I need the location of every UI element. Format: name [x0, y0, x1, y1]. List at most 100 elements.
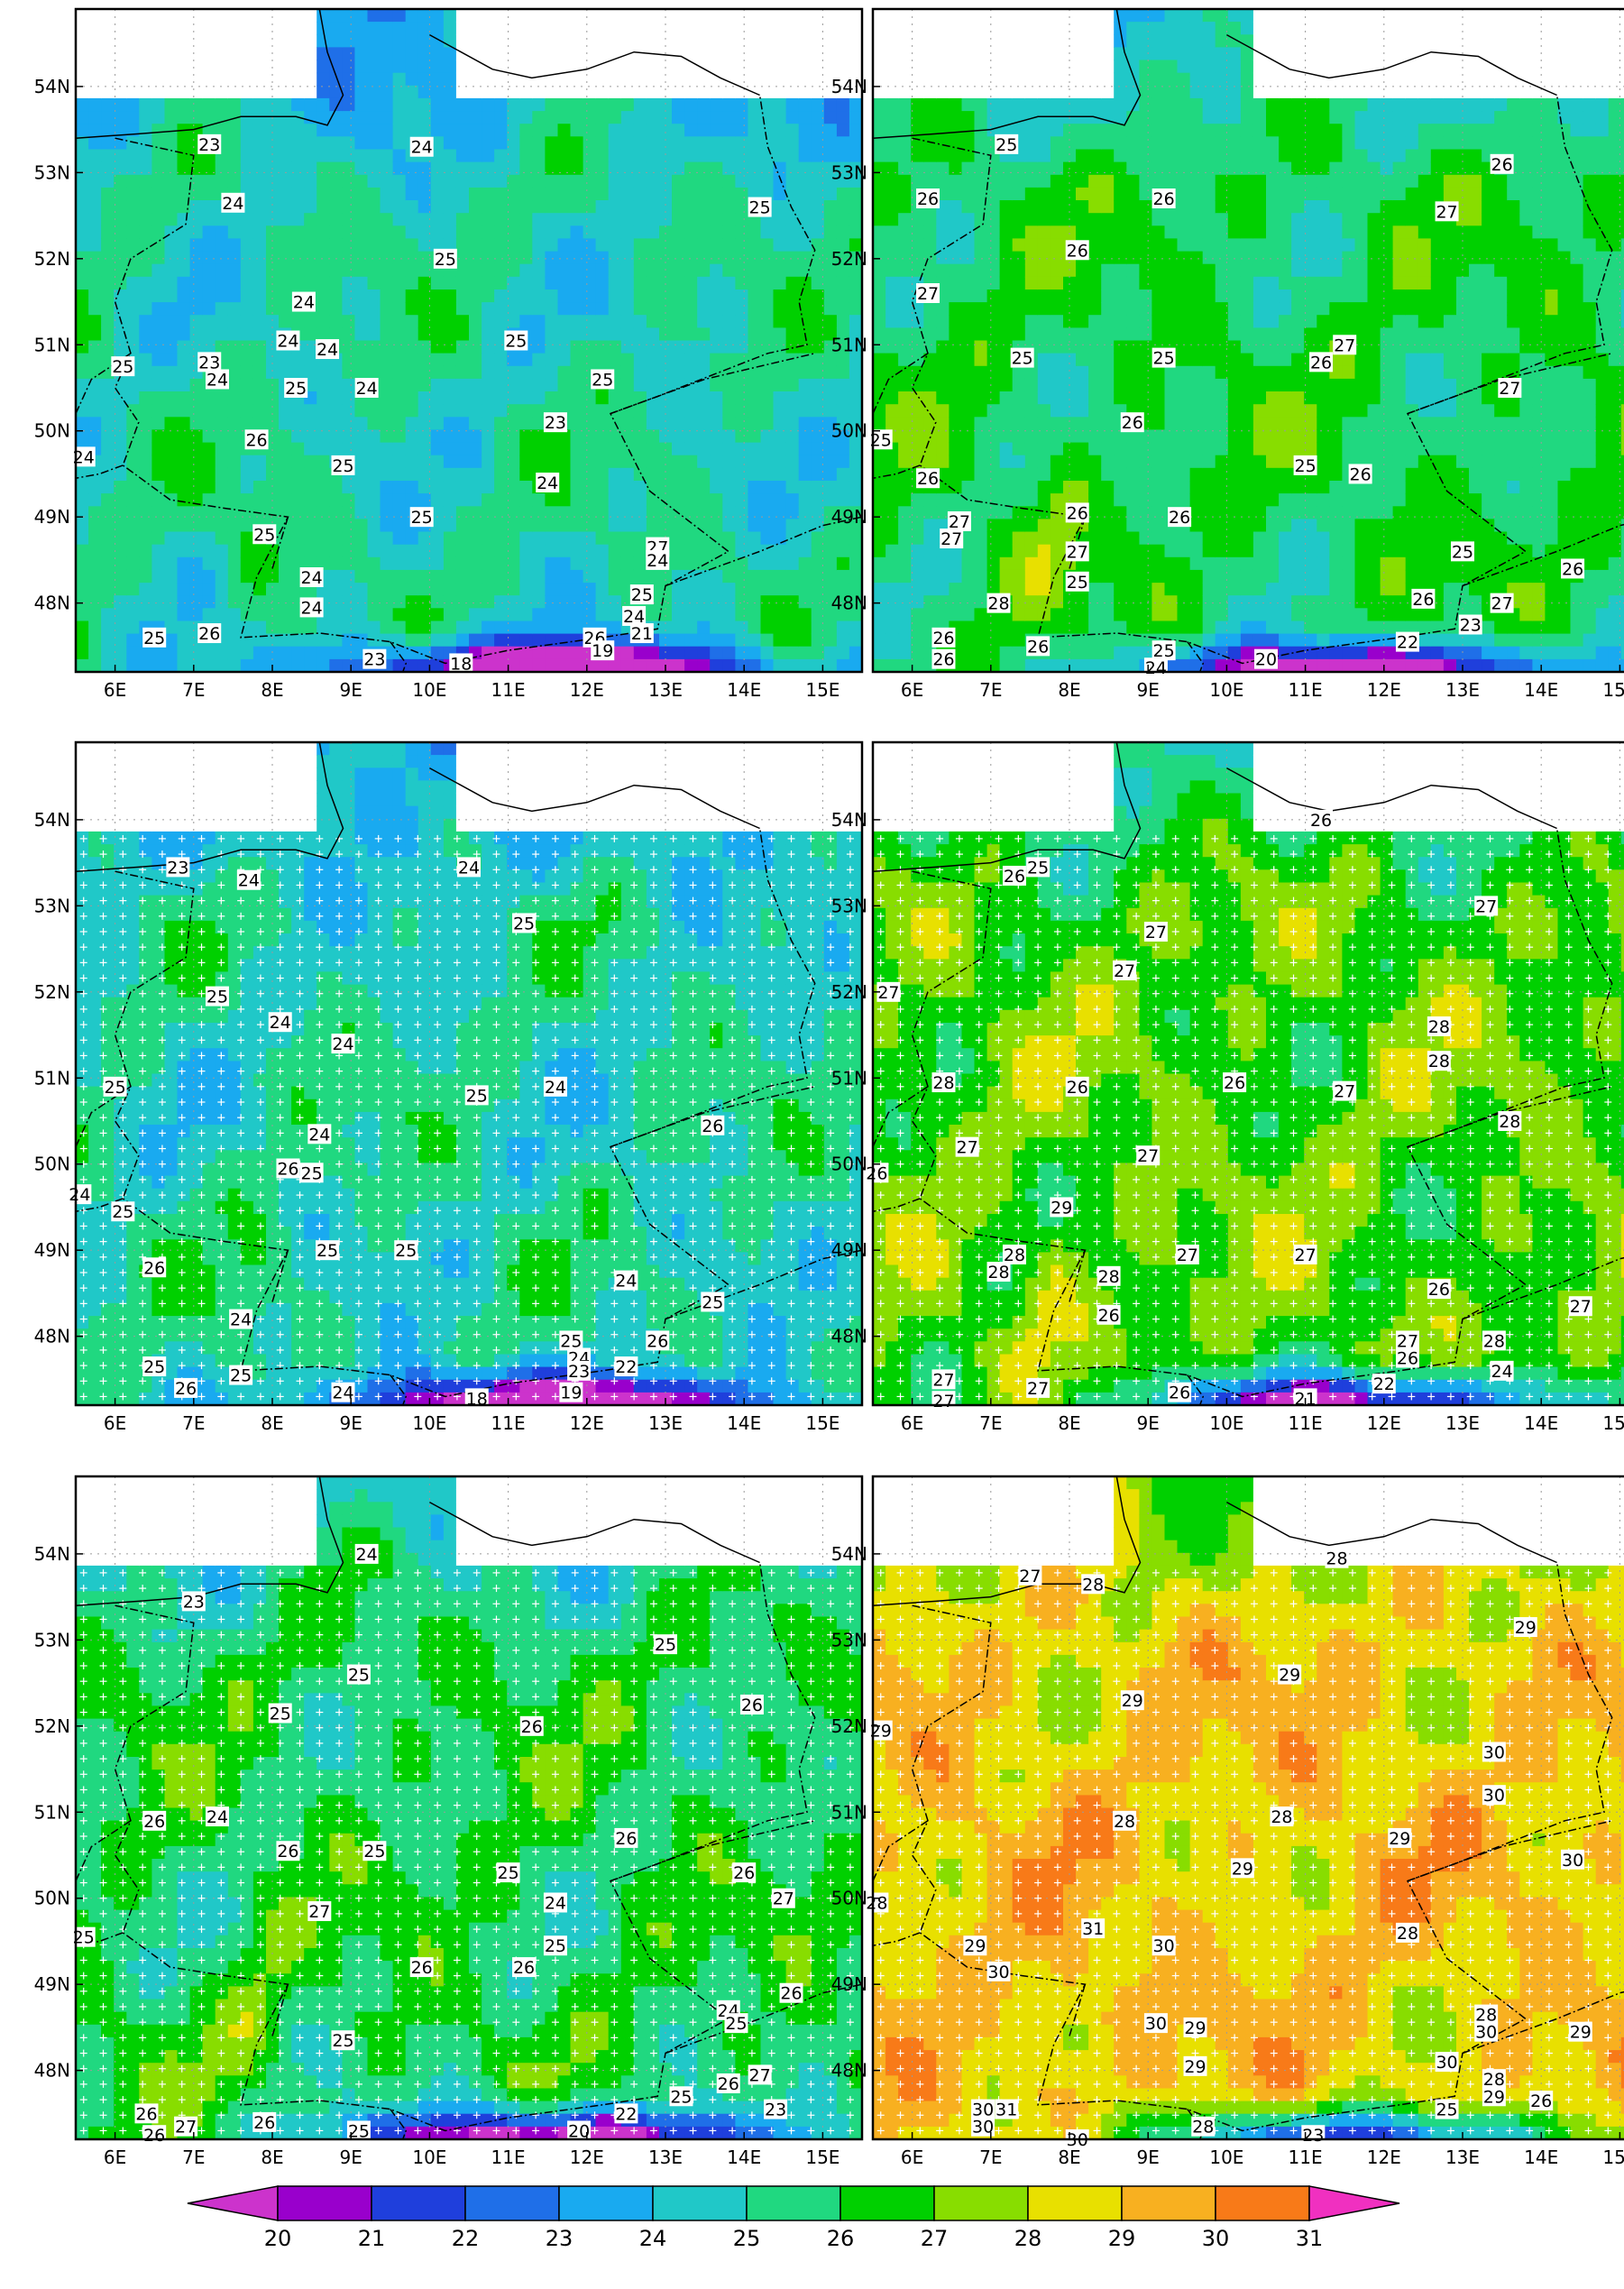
contour-label: 25 — [112, 1202, 133, 1222]
contour-label: 28 — [987, 594, 1009, 614]
lon-tick-label: 12E — [570, 1412, 604, 1434]
contour-label: 27 — [940, 529, 962, 549]
contour-label: 23 — [545, 413, 566, 433]
contour-label: 26 — [917, 469, 939, 489]
lon-tick-label: 10E — [412, 679, 446, 701]
contour-label: 27 — [1491, 594, 1513, 614]
contour-label: 23 — [568, 1362, 590, 1382]
contour-label: 26 — [702, 1117, 723, 1136]
contour-label: 27 — [1436, 202, 1457, 222]
lon-tick-label: 14E — [727, 1412, 761, 1434]
contour-label: 24 — [332, 1034, 353, 1054]
lon-tick-label: 12E — [1367, 679, 1401, 701]
contour-label: 26 — [1412, 590, 1434, 610]
lat-tick-label: 48N — [831, 593, 867, 614]
lon-tick-label: 7E — [182, 1412, 205, 1434]
contour-label: 25 — [332, 456, 353, 476]
lat-tick-label: 50N — [34, 1154, 70, 1175]
contour-label: 26 — [1122, 413, 1143, 433]
lon-tick-label: 9E — [1137, 679, 1160, 701]
contour-label: 25 — [996, 135, 1017, 155]
contour-label: 26 — [143, 1258, 165, 1278]
contour-label: 24 — [206, 370, 228, 390]
lon-tick-label: 15E — [805, 679, 840, 701]
lon-tick-label: 8E — [261, 1412, 283, 1434]
contour-label: 24 — [301, 568, 323, 588]
contour-label: 19 — [592, 641, 613, 661]
contour-label: 25 — [317, 1241, 338, 1261]
contour-label: 27 — [1067, 542, 1088, 562]
contour-label: 26 — [198, 624, 220, 644]
lon-tick-label: 11E — [491, 679, 526, 701]
contour-label: 19 — [560, 1384, 582, 1403]
contour-label: 26 — [1153, 189, 1175, 209]
lon-tick-label: 6E — [104, 679, 126, 701]
contour-label: 20 — [1255, 650, 1277, 670]
contour-label: 24 — [270, 1013, 291, 1033]
lat-tick-label: 50N — [34, 420, 70, 442]
lat-tick-label: 54N — [831, 76, 867, 97]
lon-tick-label: 10E — [1209, 679, 1243, 701]
lat-tick-label: 49N — [34, 506, 70, 528]
contour-label: 25 — [253, 525, 275, 545]
contour-label: 24 — [458, 858, 480, 878]
contour-label: 25 — [206, 988, 228, 1007]
contour-label: 26 — [1562, 559, 1583, 579]
contour-label: 24 — [545, 1078, 566, 1098]
contour-label: 26 — [1067, 503, 1088, 523]
contour-label: 25 — [395, 1241, 417, 1261]
lon-tick-label: 6E — [104, 1412, 126, 1434]
lon-tick-label: 13E — [648, 679, 683, 701]
contour-label: 25 — [592, 370, 613, 390]
contour-label: 25 — [1012, 349, 1033, 369]
contour-label: 26 — [1491, 155, 1513, 175]
contour-label: 24 — [238, 871, 260, 891]
contour-label: 21 — [631, 624, 653, 644]
contour-label: 26 — [175, 1379, 197, 1399]
contour-label: 25 — [230, 1366, 252, 1386]
contour-label: 25 — [1452, 542, 1473, 562]
lon-tick-label: 11E — [1289, 679, 1323, 701]
contour-label: 25 — [143, 1357, 165, 1377]
lon-tick-label: 10E — [412, 1412, 446, 1434]
contour-label: 25 — [143, 629, 165, 648]
contour-label: 26 — [647, 1331, 668, 1351]
contour-label: 24 — [308, 1125, 330, 1144]
contour-label: 23 — [363, 650, 385, 670]
lat-tick-label: 51N — [34, 334, 70, 355]
lon-tick-label: 13E — [1445, 679, 1480, 701]
temperature-field — [873, 9, 1624, 673]
contour-label: 26 — [1310, 353, 1332, 372]
contour-label: 27 — [1499, 379, 1520, 399]
contour-label: 26 — [1169, 508, 1190, 528]
contour-label: 25 — [466, 1086, 488, 1106]
contour-label: 25 — [513, 914, 535, 933]
contour-label: 23 — [1460, 616, 1482, 636]
lon-tick-label: 6E — [901, 679, 923, 701]
lon-tick-label: 9E — [340, 1412, 362, 1434]
contour-label: 22 — [615, 1357, 637, 1377]
contour-label: 25 — [105, 1078, 126, 1098]
contour-label: 25 — [631, 585, 653, 605]
lon-tick-label: 7E — [979, 679, 1002, 701]
contour-label: 27 — [917, 284, 939, 304]
contour-label: 23 — [198, 135, 220, 155]
contour-label: 24 — [537, 473, 558, 493]
lon-tick-label: 8E — [261, 679, 283, 701]
lon-tick-label: 12E — [570, 679, 604, 701]
temperature-field — [873, 742, 1624, 1406]
contour-label: 26 — [917, 189, 939, 209]
lat-tick-label: 50N — [831, 420, 867, 442]
contour-label: 25 — [1153, 349, 1175, 369]
contour-label: 26 — [1067, 241, 1088, 261]
lat-tick-label: 52N — [34, 248, 70, 270]
lat-tick-label: 54N — [34, 76, 70, 97]
contour-label: 25 — [505, 332, 527, 352]
contour-label: 24 — [411, 138, 433, 158]
contour-label: 25 — [112, 357, 133, 377]
lon-tick-label: 15E — [1602, 679, 1624, 701]
